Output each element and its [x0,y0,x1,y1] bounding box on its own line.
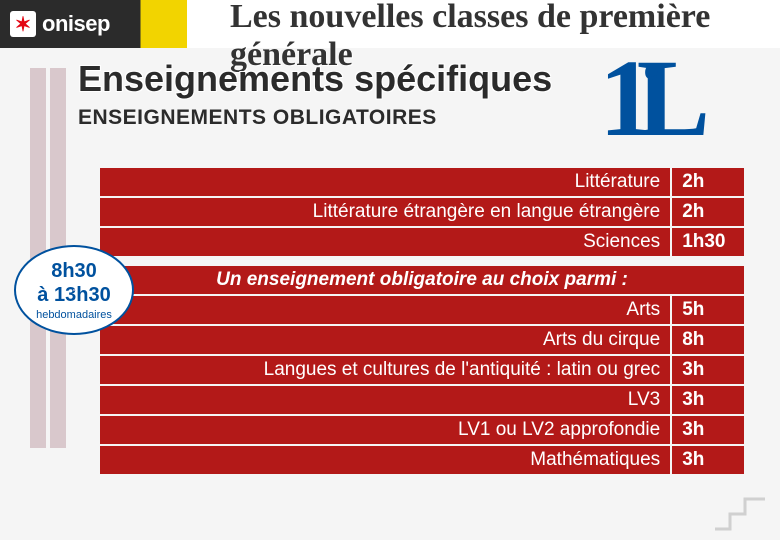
subject-cell: Arts [100,296,670,324]
subject-cell: Sciences [100,228,670,256]
section-title: Enseignements spécifiques [78,58,552,100]
hours-ellipse: 8h30 à 13h30 hebdomadaires [14,245,134,335]
hours-cell: 3h [672,386,744,414]
table-row: Langues et cultures de l'antiquité : lat… [100,356,744,384]
subject-cell: Langues et cultures de l'antiquité : lat… [100,356,670,384]
subject-cell: Littérature [100,168,670,196]
ellipse-sub: hebdomadaires [36,309,112,321]
subject-cell: Littérature étrangère en langue étrangèr… [100,198,670,226]
badge-superscript: e [644,55,658,85]
choice-header-text: Un enseignement obligatoire au choix par… [100,266,744,294]
ellipse-line2: à 13h30 [37,283,110,307]
curriculum-table: Littérature2hLittérature étrangère en la… [98,166,746,476]
logo: ✶ onisep [10,4,110,44]
hours-cell: 1h30 [672,228,744,256]
table-row: Sciences1h30 [100,228,744,256]
corner-decoration-icon [710,494,770,534]
hours-cell: 3h [672,446,744,474]
subsection-title: ENSEIGNEMENTS OBLIGATOIRES [78,106,437,130]
class-badge: 1eL [599,43,710,153]
logo-text: onisep [42,11,110,37]
table-row: Littérature2h [100,168,744,196]
table-row: LV1 ou LV2 approfondie3h [100,416,744,444]
hours-cell: 2h [672,168,744,196]
hours-cell: 2h [672,198,744,226]
subject-cell: LV3 [100,386,670,414]
hours-cell: 8h [672,326,744,354]
hours-cell: 3h [672,356,744,384]
table-row: Arts5h [100,296,744,324]
ellipse-line1: 8h30 [51,259,97,283]
table-row: Arts du cirque8h [100,326,744,354]
choice-header-row: Un enseignement obligatoire au choix par… [100,266,744,294]
subject-cell: Mathématiques [100,446,670,474]
content-area: Enseignements spécifiques ENSEIGNEMENTS … [0,48,780,58]
table-row: LV33h [100,386,744,414]
table-row: Littérature étrangère en langue étrangèr… [100,198,744,226]
hours-cell: 5h [672,296,744,324]
hours-cell: 3h [672,416,744,444]
subject-cell: LV1 ou LV2 approfondie [100,416,670,444]
subject-cell: Arts du cirque [100,326,670,354]
table-row: Mathématiques3h [100,446,744,474]
logo-icon: ✶ [10,11,36,37]
